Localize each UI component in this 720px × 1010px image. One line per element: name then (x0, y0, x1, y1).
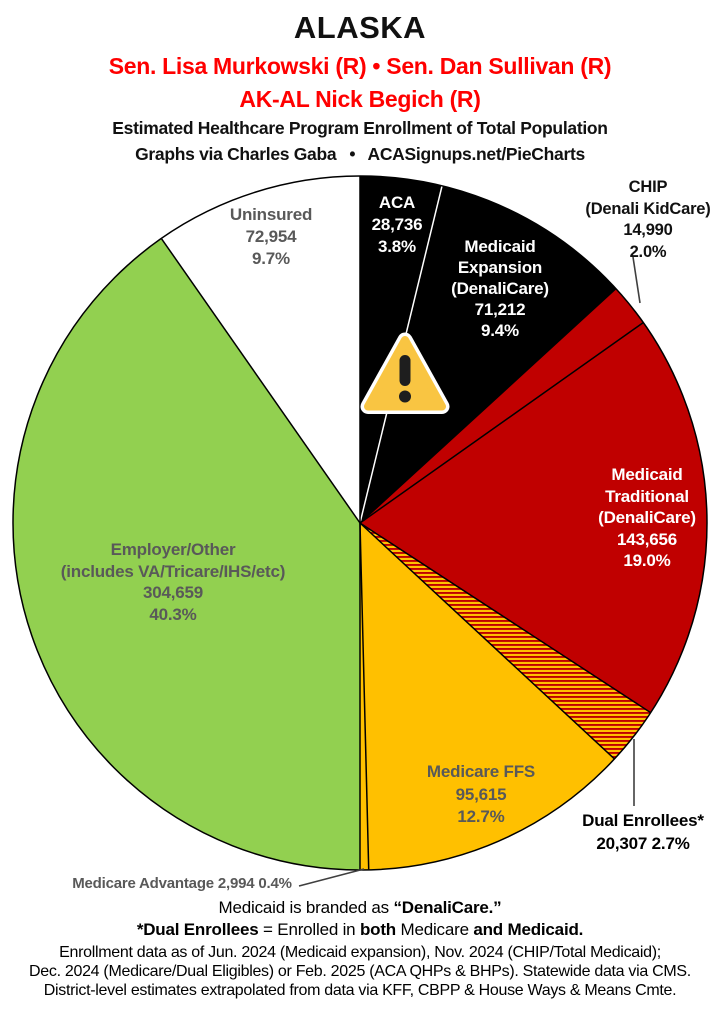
slice-divider (359, 322, 644, 524)
chart-subtitle: Estimated Healthcare Program Enrollment … (112, 118, 608, 138)
pie-slice-employer-other (13, 238, 360, 870)
credit-line: Graphs via Charles Gaba • ACASignups.net… (135, 144, 585, 164)
source-line-3: District-level estimates extrapolated fr… (43, 982, 677, 999)
pie-slice-uninsured (161, 176, 360, 523)
pie-slice-medicaid-expansion (360, 185, 616, 523)
slice-divider (359, 522, 615, 760)
pie-slice-dual-enrollees (360, 523, 651, 759)
pie-slice-chip (360, 288, 644, 523)
source-line-1: Enrollment data as of Jun. 2024 (Medicai… (59, 944, 661, 961)
state-title: ALASKA (293, 10, 427, 45)
slice-divider (359, 288, 617, 524)
pie-slice-medicare-ffs (360, 523, 615, 870)
pie-slice-medicaid-traditional (360, 322, 707, 713)
footnote-denalicare: Medicaid is branded as “DenaliCare.” (0, 898, 720, 918)
slice-divider (359, 522, 370, 870)
source-line-2: Dec. 2024 (Medicare/Dual Eligibles) or F… (29, 963, 691, 980)
footnote-bold-text: “DenaliCare.” (393, 898, 502, 917)
medicare-advantage-leader-line (298, 868, 365, 887)
footnote-bold-text: and Medicaid. (473, 920, 584, 939)
footnote-text: Medicare (395, 920, 474, 939)
slice-divider (161, 238, 361, 524)
footnote-dual-enrollees: *Dual Enrollees = Enrolled in both Medic… (0, 920, 720, 940)
representative-line: AK-AL Nick Begich (R) (239, 86, 481, 112)
warning-icon (360, 332, 450, 414)
chip-leader-line (632, 256, 641, 304)
footnote-bold-text: *Dual Enrollees (136, 920, 259, 939)
slice-divider (359, 522, 651, 713)
senators-line: Sen. Lisa Murkowski (R) • Sen. Dan Sulli… (108, 53, 612, 79)
footnote-text: Medicaid is branded as (218, 898, 394, 917)
header: ALASKA Sen. Lisa Murkowski (R) • Sen. Da… (0, 0, 720, 165)
footnote-bold-text: both (359, 920, 396, 939)
footnote-text: = Enrolled in (258, 920, 360, 939)
